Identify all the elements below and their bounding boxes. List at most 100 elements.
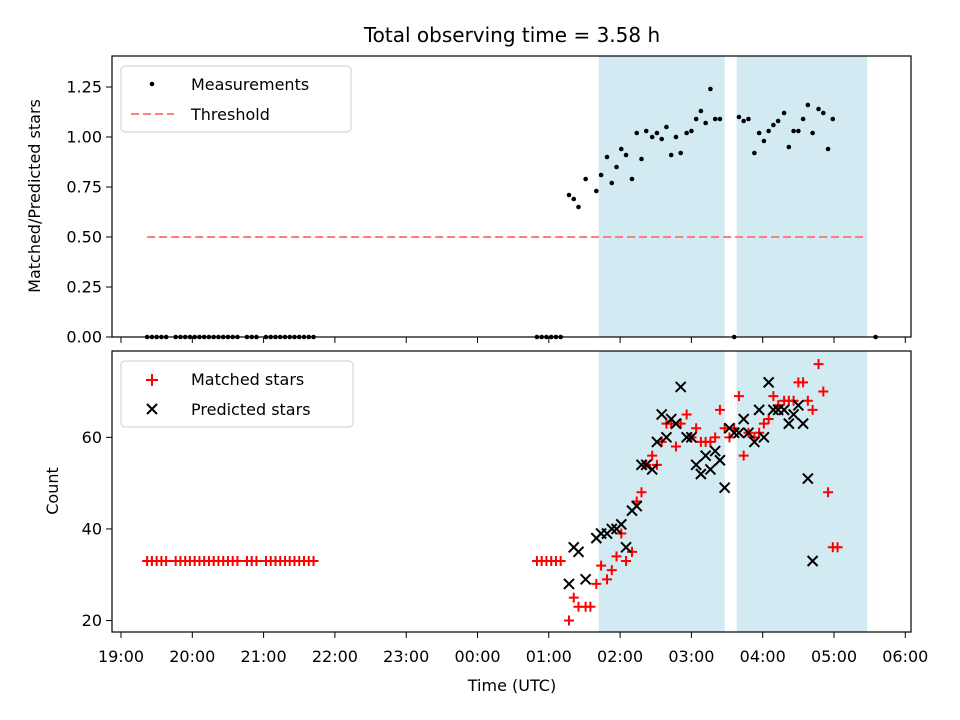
predicted-star-point bbox=[615, 518, 627, 531]
y-tick-label: 1.25 bbox=[66, 78, 102, 97]
predicted-star-point bbox=[797, 417, 809, 430]
measurement-point bbox=[618, 146, 624, 152]
matched-star-point bbox=[647, 450, 658, 461]
predicted-star-point bbox=[655, 408, 668, 421]
measurement-point bbox=[614, 164, 619, 170]
measurement-point bbox=[698, 108, 704, 114]
bottom-plot-frame bbox=[111, 350, 912, 633]
measurement-point bbox=[830, 116, 836, 122]
observing-interval-shade bbox=[598, 351, 725, 632]
measurement-point bbox=[634, 130, 640, 136]
legend-threshold-label: Threshold bbox=[190, 105, 270, 124]
measurement-point bbox=[786, 144, 792, 150]
measurement-point bbox=[775, 118, 781, 124]
matched-star-point bbox=[798, 377, 809, 388]
x-axis-label: Time (UTC) bbox=[467, 676, 556, 695]
measurement-point bbox=[825, 146, 831, 152]
measurement-point bbox=[566, 192, 572, 198]
legend-matched-marker bbox=[146, 374, 158, 386]
observing-interval-shade bbox=[598, 56, 725, 337]
measurement-point bbox=[668, 152, 674, 158]
measurement-point bbox=[703, 120, 708, 126]
y-tick-label: 0.75 bbox=[66, 178, 102, 197]
predicted-star-point bbox=[699, 449, 712, 462]
legend-predicted-marker bbox=[146, 403, 158, 415]
predicted-star-point bbox=[767, 404, 780, 416]
measurement-point bbox=[761, 138, 767, 144]
measurement-point bbox=[756, 130, 762, 136]
predicted-star-point bbox=[606, 523, 618, 535]
measurement-point bbox=[796, 128, 801, 134]
bottom-legend: Matched stars Predicted stars bbox=[120, 360, 354, 428]
matched-star-point bbox=[807, 404, 818, 415]
measurement-point bbox=[791, 128, 796, 134]
predicted-star-point bbox=[718, 482, 731, 494]
predicted-star-point bbox=[792, 399, 805, 411]
legend-predicted-label: Predicted stars bbox=[191, 400, 311, 419]
measurement-point bbox=[583, 176, 588, 182]
matched-star-point bbox=[813, 359, 824, 370]
observing-interval-shade bbox=[736, 56, 868, 337]
x-tick-label: 05:00 bbox=[811, 647, 857, 666]
x-tick-label: 02:00 bbox=[597, 647, 643, 666]
predicted-star-point bbox=[660, 431, 673, 444]
predicted-star-point bbox=[572, 546, 585, 558]
x-tick-label: 01:00 bbox=[526, 647, 572, 666]
measurement-point bbox=[649, 134, 655, 140]
measurement-point bbox=[736, 114, 742, 120]
x-tick-label: 21:00 bbox=[241, 647, 287, 666]
matched-star-point bbox=[308, 556, 319, 567]
measurement-point bbox=[604, 154, 610, 160]
predicted-star-point bbox=[620, 541, 632, 553]
measurement-point bbox=[821, 110, 826, 116]
matched-star-point bbox=[636, 487, 647, 498]
predicted-star-point bbox=[695, 468, 707, 480]
predicted-star-point bbox=[787, 408, 800, 421]
predicted-star-point bbox=[680, 431, 693, 444]
legend-measurements-marker bbox=[149, 81, 155, 87]
x-tick-label: 22:00 bbox=[312, 647, 358, 666]
predicted-star-point bbox=[670, 417, 682, 430]
predicted-star-point bbox=[563, 578, 575, 590]
matched-star-point bbox=[602, 574, 613, 585]
matched-star-point bbox=[564, 615, 575, 626]
predicted-star-point bbox=[579, 573, 592, 586]
predicted-star-point bbox=[674, 381, 687, 393]
measurement-point bbox=[643, 128, 649, 134]
measurement-point bbox=[689, 128, 694, 134]
top-legend-box bbox=[120, 65, 352, 133]
predicted-star-point bbox=[778, 404, 790, 416]
predicted-star-point bbox=[802, 472, 814, 485]
measurement-point bbox=[816, 106, 821, 112]
predicted-star-point bbox=[690, 459, 702, 471]
measurement-point bbox=[752, 150, 757, 156]
matched-star-point bbox=[832, 542, 843, 553]
observing-interval-shade bbox=[736, 351, 868, 632]
x-tick-label: 04:00 bbox=[740, 647, 786, 666]
y-tick-label: 40 bbox=[82, 519, 102, 538]
matched-star-point bbox=[714, 404, 725, 415]
matched-star-point bbox=[621, 556, 632, 567]
top-plot-frame bbox=[111, 55, 912, 338]
matched-star-point bbox=[802, 395, 813, 406]
top-legend: Measurements Threshold bbox=[120, 65, 352, 133]
top-y-axis-label: Matched/Predicted stars bbox=[25, 99, 44, 293]
y-tick-label: 20 bbox=[82, 611, 102, 630]
measurement-point bbox=[659, 136, 664, 142]
measurement-point bbox=[708, 86, 713, 92]
measurement-point bbox=[800, 116, 806, 122]
matched-star-point bbox=[681, 409, 692, 420]
y-tick-label: 0.50 bbox=[66, 228, 102, 247]
predicted-star-point bbox=[733, 427, 745, 439]
matched-star-point bbox=[251, 556, 262, 567]
matched-star-point bbox=[823, 487, 834, 498]
predicted-star-point bbox=[748, 436, 761, 448]
measurement-point bbox=[571, 196, 577, 202]
bottom-panel: 20 40 60 19:00 20:00 21:00 22:00 23:00 00:00 01:… bbox=[43, 350, 928, 695]
top-panel: 0.00 0.25 0.50 0.75 1.00 1.25 Matched/Predict… bbox=[25, 55, 912, 347]
predicted-star-point bbox=[762, 376, 775, 389]
matched-star-point bbox=[705, 436, 716, 447]
matched-star-point bbox=[738, 450, 749, 461]
matched-star-point bbox=[768, 391, 779, 402]
measurement-point bbox=[639, 156, 644, 162]
